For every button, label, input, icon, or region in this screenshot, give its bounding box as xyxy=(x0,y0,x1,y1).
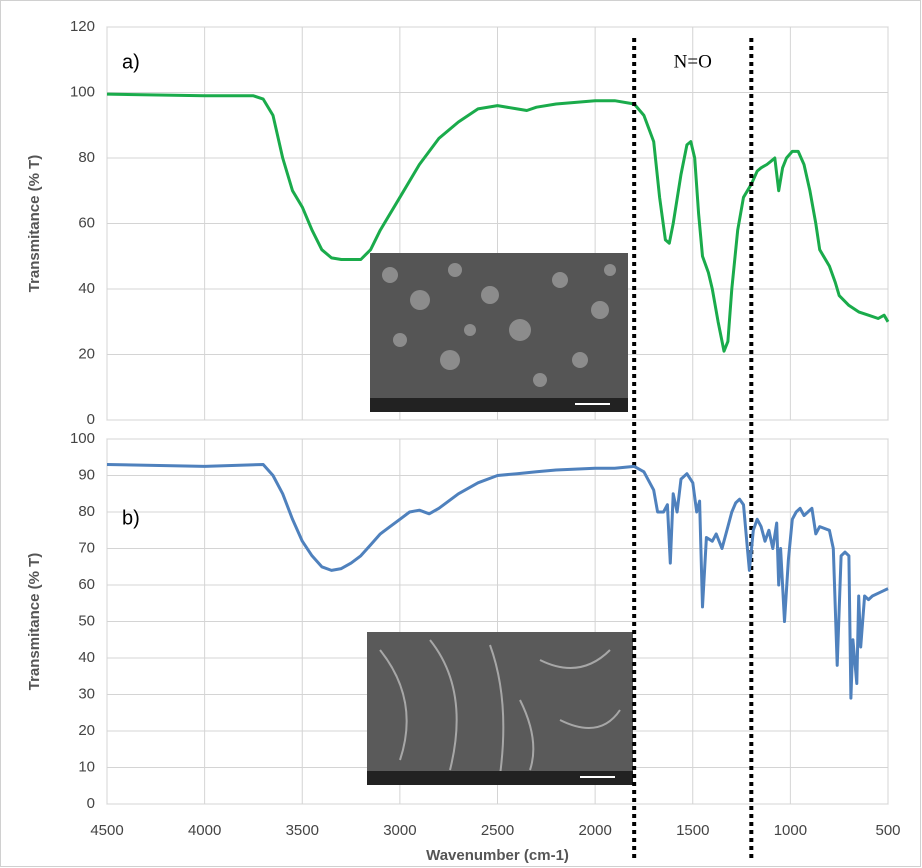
plots: a) N=O b) xyxy=(106,38,890,862)
x-tick-label: 2000 xyxy=(578,822,611,839)
inset-image xyxy=(367,632,633,785)
x-tick-label: 4500 xyxy=(90,822,123,839)
inset-bar xyxy=(367,771,633,785)
spectrum-line xyxy=(106,463,889,700)
x-axis-title: Wavenumber (cm-1) xyxy=(426,847,569,864)
y-tick-label: 0 xyxy=(87,795,95,812)
x-tick-label: 1000 xyxy=(774,822,807,839)
y-axis-title: Transmitance (% T) xyxy=(26,553,43,691)
x-tick-label: 4000 xyxy=(188,822,221,839)
y-tick-label: 80 xyxy=(78,149,95,166)
sem-inset-a xyxy=(370,253,628,412)
y-tick-label: 40 xyxy=(78,280,95,297)
y-tick-label: 100 xyxy=(70,83,95,100)
inset-bar xyxy=(370,398,628,412)
y-tick-label: 90 xyxy=(78,466,95,483)
x-tick-label: 3000 xyxy=(383,822,416,839)
y-tick-label: 20 xyxy=(78,722,95,739)
y-tick-label: 80 xyxy=(78,503,95,520)
x-tick-label: 500 xyxy=(875,822,900,839)
y-tick-label: 60 xyxy=(78,576,95,593)
y-tick-label: 50 xyxy=(78,612,95,629)
x-tick-label: 2500 xyxy=(481,822,514,839)
inset-image xyxy=(370,253,628,412)
spectrum-line xyxy=(106,92,890,353)
inset-texture xyxy=(382,263,616,387)
y-tick-label: 60 xyxy=(78,214,95,231)
y-tick-label: 20 xyxy=(78,345,95,362)
sem-inset-b xyxy=(367,632,633,785)
x-tick-label: 1500 xyxy=(676,822,709,839)
y-tick-label: 0 xyxy=(87,411,95,428)
y-tick-label: 70 xyxy=(78,539,95,556)
y-tick-label: 30 xyxy=(78,685,95,702)
y-tick-label: 40 xyxy=(78,649,95,666)
y-tick-label: 100 xyxy=(70,430,95,447)
y-axis-title: Transmitance (% T) xyxy=(26,155,43,293)
inset-texture xyxy=(379,639,621,776)
panel-label: a) xyxy=(122,51,140,73)
panel-label: b) xyxy=(122,507,140,529)
reference-label: N=O xyxy=(674,51,712,72)
x-tick-label: 3500 xyxy=(286,822,319,839)
y-tick-label: 120 xyxy=(70,18,95,35)
y-tick-label: 10 xyxy=(78,758,95,775)
